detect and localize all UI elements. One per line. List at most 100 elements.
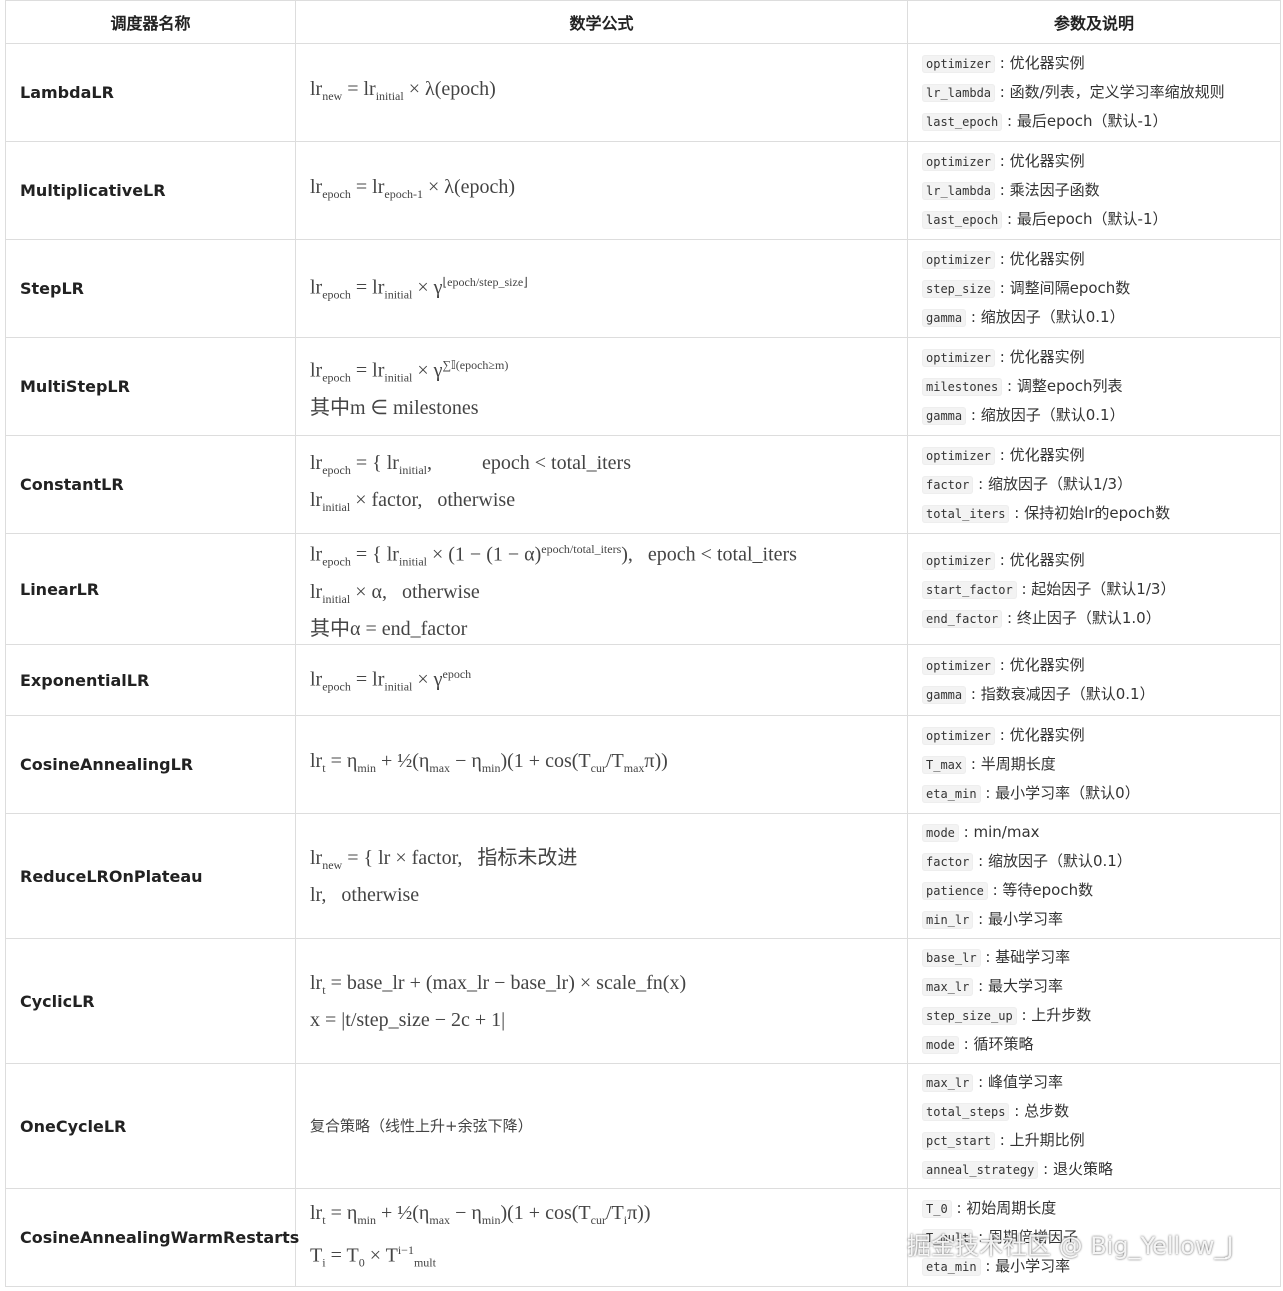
param-name: T_mult bbox=[922, 1229, 974, 1247]
param-item: base_lr : 基础学习率 bbox=[922, 943, 1266, 972]
formula-superscript: epoch bbox=[442, 666, 472, 681]
param-desc: 指数衰减因子（默认0.1） bbox=[980, 685, 1155, 703]
scheduler-table: 调度器名称 数学公式 参数及说明 LambdaLR lrnew = lrinitial… bbox=[5, 0, 1281, 1287]
formula-subscript: epoch bbox=[322, 287, 351, 302]
formula-superscript: epoch/total_iters bbox=[541, 542, 622, 557]
table-row: CosineAnnealingLR lrt = ηmin + ½(ηmax − η… bbox=[5, 715, 1281, 814]
formula-subscript: t bbox=[322, 982, 326, 997]
formula-subscript: epoch bbox=[322, 679, 351, 694]
param-item: gamma : 缩放因子（默认0.1） bbox=[922, 303, 1266, 332]
formula-line: lrepoch = lrinitial × γ⌊epoch/step_size⌋ bbox=[310, 267, 893, 310]
formula-subscript: new bbox=[322, 89, 343, 103]
param-name: eta_min bbox=[922, 785, 981, 803]
param-name: optimizer bbox=[922, 657, 996, 675]
param-name: gamma bbox=[922, 686, 967, 704]
formula-text: lr bbox=[310, 668, 323, 691]
scheduler-name: CyclicLR bbox=[5, 938, 296, 1064]
formula-subscript: epoch bbox=[322, 554, 351, 569]
params-cell: optimizer : 优化器实例 step_size : 调整间隔epoch数 g… bbox=[907, 239, 1281, 338]
formula-subscript: epoch bbox=[322, 370, 351, 385]
param-desc: 缩放因子（默认0.1） bbox=[980, 406, 1125, 424]
formula-text: lr bbox=[310, 78, 323, 100]
formula-line: 其中α = end_factor bbox=[310, 614, 893, 644]
formula-subscript: initial bbox=[322, 591, 351, 606]
param-item: min_lr : 最小学习率 bbox=[922, 905, 1266, 934]
formula-subscript: i bbox=[322, 1255, 326, 1270]
param-name: mode bbox=[922, 1036, 959, 1054]
formula-text: = η bbox=[325, 750, 358, 772]
formula-line: 复合策略（线性上升+余弦下降） bbox=[310, 1111, 893, 1141]
param-name: lr_lambda bbox=[922, 182, 996, 200]
param-name: last_epoch bbox=[922, 211, 1003, 229]
params-cell: max_lr : 峰值学习率 total_steps : 总步数 pct_start… bbox=[907, 1063, 1281, 1189]
formula-subscript: epoch-1 bbox=[384, 187, 424, 201]
formula-cell: lrepoch = lrepoch-1 × λ(epoch) bbox=[295, 141, 908, 240]
formula-text: )(1 + cos(T bbox=[500, 1201, 591, 1224]
param-name: optimizer bbox=[922, 447, 996, 465]
formula-subscript: max bbox=[429, 761, 451, 775]
param-desc: 半周期长度 bbox=[980, 755, 1056, 773]
param-desc: 最小学习率（默认0） bbox=[995, 784, 1140, 802]
param-item: optimizer : 优化器实例 bbox=[922, 651, 1266, 680]
param-name: base_lr bbox=[922, 949, 981, 967]
formula-text: = lr bbox=[350, 668, 385, 691]
formula-text: /T bbox=[605, 1201, 624, 1224]
formula-text: 其中α = end_factor bbox=[310, 617, 468, 640]
column-header: 数学公式 bbox=[295, 0, 908, 44]
scheduler-name: CosineAnnealingWarmRestarts bbox=[5, 1188, 299, 1287]
param-desc: 初始周期长度 bbox=[966, 1199, 1057, 1217]
param-name: optimizer bbox=[922, 153, 996, 171]
params-cell: optimizer : 优化器实例 milestones : 调整epoch列表 g… bbox=[907, 337, 1281, 436]
scheduler-name: StepLR bbox=[5, 239, 296, 338]
formula-text: lr bbox=[310, 750, 323, 772]
param-item: optimizer : 优化器实例 bbox=[922, 441, 1266, 470]
param-desc: 优化器实例 bbox=[1009, 54, 1085, 72]
formula-superscript: ∑𝕀(epoch≥m) bbox=[442, 358, 509, 373]
table-row: StepLR lrepoch = lrinitial × γ⌊epoch/step… bbox=[5, 239, 1281, 338]
formula-cell: lrepoch = lrinitial × γ⌊epoch/step_size⌋ bbox=[295, 239, 908, 338]
formula-line: lrepoch = lrinitial × γ∑𝕀(epoch≥m) bbox=[310, 350, 893, 393]
param-desc: 优化器实例 bbox=[1009, 152, 1085, 170]
scheduler-name: LinearLR bbox=[5, 533, 296, 645]
param-name: factor bbox=[922, 476, 974, 494]
formula-text: = lr bbox=[350, 176, 385, 198]
params-cell: optimizer : 优化器实例 gamma : 指数衰减因子（默认0.1） bbox=[907, 644, 1281, 716]
param-desc: 最小学习率 bbox=[995, 1257, 1071, 1275]
formula-text: = { lr bbox=[350, 451, 399, 474]
formula-text: lr bbox=[310, 359, 323, 382]
formula-line: lrnew = { lr × factor, 指标未改进 bbox=[310, 843, 893, 880]
param-desc: 周期倍增因子 bbox=[987, 1228, 1078, 1246]
formula-cell: 复合策略（线性上升+余弦下降） bbox=[295, 1063, 908, 1189]
formula-text: lr bbox=[310, 580, 323, 603]
formula-text: lr bbox=[310, 543, 323, 566]
param-name: milestones bbox=[922, 378, 1003, 396]
formula-text: T bbox=[310, 1244, 323, 1267]
formula-superscript: i−1 bbox=[397, 1242, 414, 1257]
formula-subscript: 0 bbox=[358, 1255, 365, 1270]
param-item: optimizer : 优化器实例 bbox=[922, 343, 1266, 372]
table-row: ExponentialLR lrepoch = lrinitial × γepoc… bbox=[5, 644, 1281, 716]
param-desc: 缩放因子（默认0.1） bbox=[987, 852, 1132, 870]
formula-text: × γ bbox=[412, 668, 443, 691]
param-desc: 总步数 bbox=[1024, 1102, 1070, 1120]
param-item: T_max : 半周期长度 bbox=[922, 750, 1266, 779]
params-cell: optimizer : 优化器实例 factor : 缩放因子（默认1/3） tot… bbox=[907, 435, 1281, 534]
formula-text: = lr bbox=[342, 78, 376, 100]
formula-text: ), epoch < total_iters bbox=[621, 543, 797, 566]
param-name: gamma bbox=[922, 309, 967, 327]
param-name: factor bbox=[922, 853, 974, 871]
param-desc: 优化器实例 bbox=[1009, 348, 1085, 366]
param-desc: min/max bbox=[973, 823, 1040, 841]
formula-subscript: initial bbox=[322, 499, 351, 514]
param-item: optimizer : 优化器实例 bbox=[922, 49, 1266, 78]
param-item: last_epoch : 最后epoch（默认-1） bbox=[922, 107, 1266, 136]
formula-subscript: max bbox=[429, 1212, 451, 1227]
param-name: T_max bbox=[922, 756, 967, 774]
formula-subscript: initial bbox=[384, 287, 413, 302]
param-desc: 等待epoch数 bbox=[1002, 881, 1094, 899]
formula-subscript: epoch bbox=[322, 187, 351, 201]
param-item: pct_start : 上升期比例 bbox=[922, 1126, 1266, 1155]
param-desc: 上升步数 bbox=[1031, 1006, 1092, 1024]
formula-text: 复合策略（线性上升+余弦下降） bbox=[310, 1117, 533, 1135]
param-name: end_factor bbox=[922, 609, 1003, 628]
